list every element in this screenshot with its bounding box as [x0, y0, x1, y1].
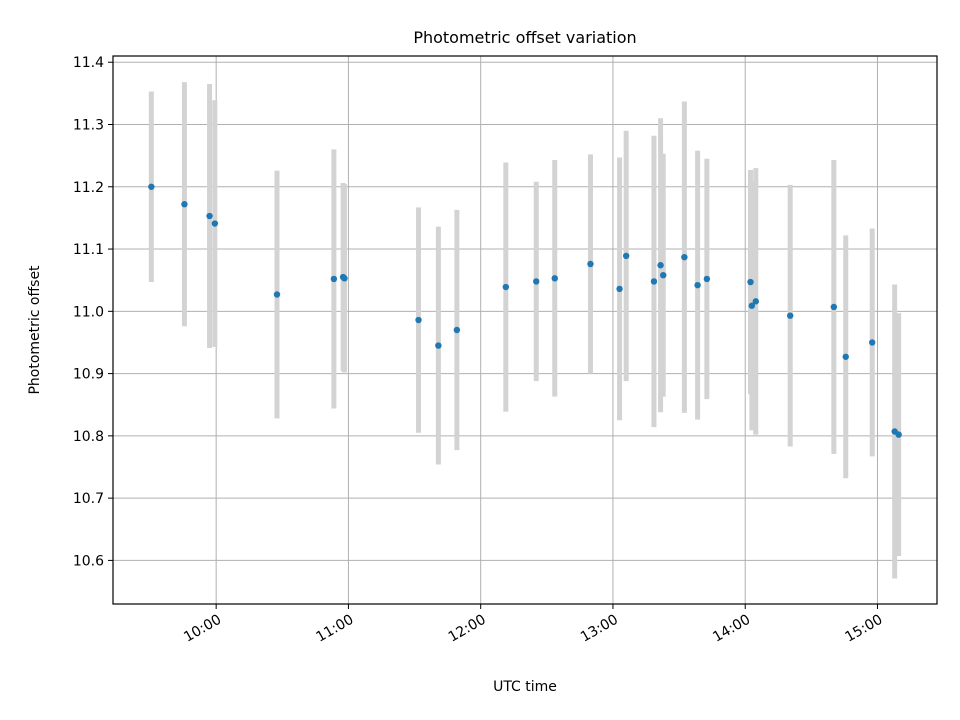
data-point	[622, 252, 630, 260]
y-tick-label: 10.7	[73, 491, 104, 507]
grid	[113, 56, 937, 604]
data-point	[748, 302, 756, 309]
data-point	[703, 275, 711, 283]
y-tick-label: 10.8	[73, 429, 104, 445]
y-axis-label: Photometric offset	[27, 265, 43, 395]
y-tick-label: 10.6	[73, 553, 104, 569]
data-point	[868, 339, 876, 346]
data-point	[587, 260, 594, 268]
y-tick-label: 11.4	[73, 55, 104, 71]
data-point	[330, 275, 338, 283]
data-point	[657, 262, 664, 269]
data-point	[895, 431, 902, 438]
data-point	[681, 253, 688, 261]
data-point	[694, 281, 701, 289]
data-point	[341, 275, 348, 282]
data-point	[650, 278, 658, 285]
data-point	[533, 278, 540, 285]
data-point	[415, 316, 422, 324]
data-point	[842, 353, 849, 360]
y-axis-ticks: 10.6 10.7 10.8 10.9 11.0 11.1 11.2 11.3 11.4	[73, 55, 113, 569]
data-point	[551, 275, 558, 282]
data-point	[206, 212, 213, 220]
data-point	[148, 183, 155, 190]
data-point	[273, 291, 281, 298]
y-tick-label: 11.3	[73, 118, 104, 134]
data-points	[148, 183, 902, 438]
data-point	[181, 201, 188, 208]
data-point	[660, 272, 667, 279]
data-point	[616, 285, 623, 293]
data-point	[747, 278, 754, 286]
y-tick-label: 11.1	[73, 242, 104, 258]
data-point	[830, 303, 838, 311]
y-tick-label: 10.9	[73, 367, 104, 383]
data-point	[786, 312, 794, 319]
data-point	[453, 326, 461, 334]
data-point	[435, 342, 442, 349]
y-tick-label: 11.2	[73, 180, 104, 196]
axes-frame	[112, 55, 938, 605]
x-axis-label: UTC time	[493, 679, 557, 695]
data-point	[502, 283, 510, 291]
data-point	[752, 298, 759, 305]
data-point	[211, 220, 219, 227]
plot-area	[113, 56, 937, 604]
chart-title: Photometric offset variation	[413, 28, 636, 47]
y-tick-label: 11.0	[73, 304, 104, 320]
